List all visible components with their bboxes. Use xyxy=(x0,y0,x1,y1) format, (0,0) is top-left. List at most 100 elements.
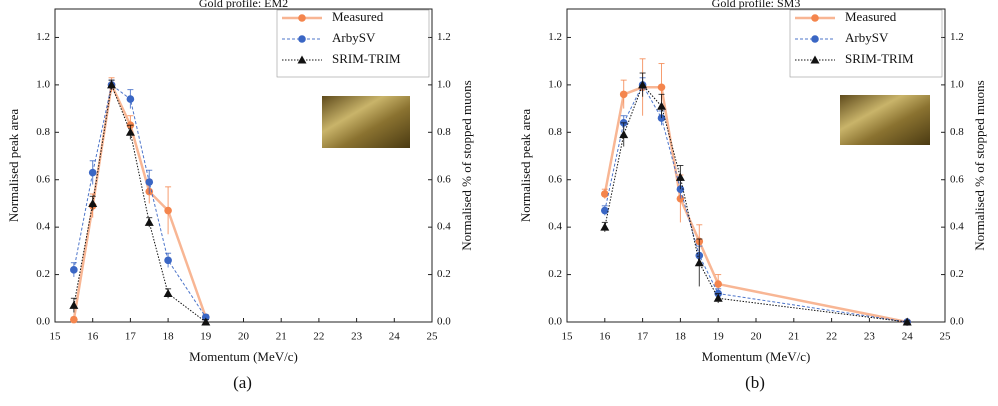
x-tick-label: 21 xyxy=(788,331,799,343)
x-tick-label: 16 xyxy=(87,331,99,343)
x-tick-label: 18 xyxy=(163,331,175,343)
y2-tick-label: 0.6 xyxy=(950,173,964,185)
x-tick-label: 25 xyxy=(940,331,952,343)
caption: (a) xyxy=(233,373,252,392)
x-axis-title: Momentum (MeV/c) xyxy=(189,349,298,364)
y-tick-label: 0.2 xyxy=(548,268,562,280)
data-point xyxy=(657,101,666,110)
x-tick-label: 23 xyxy=(864,331,876,343)
sample-photo xyxy=(322,96,410,148)
legend-marker xyxy=(298,14,306,22)
data-point xyxy=(601,190,609,198)
x-tick-label: 19 xyxy=(713,331,725,343)
y-tick-label: 1.2 xyxy=(36,31,50,43)
y2-tick-label: 0.4 xyxy=(950,221,964,233)
panel: Gold profile: EM2 15 16 17 18 19 20 21 22 23 24 25 0… xyxy=(6,0,474,392)
legend-label: Measured xyxy=(845,9,897,24)
x-tick-label: 16 xyxy=(599,331,611,343)
x-tick-label: 21 xyxy=(276,331,287,343)
x-tick-label: 22 xyxy=(826,331,837,343)
y2-tick-label: 0.0 xyxy=(950,316,964,328)
y2-axis-title: Normalised % of stopped muons xyxy=(972,80,987,250)
y2-tick-label: 0.8 xyxy=(950,126,964,138)
y-tick-label: 0.6 xyxy=(36,173,50,185)
y2-tick-label: 1.0 xyxy=(437,78,451,90)
data-point xyxy=(902,317,912,326)
legend-marker xyxy=(298,35,306,43)
y2-tick-label: 0.6 xyxy=(437,173,451,185)
y-tick-label: 0.0 xyxy=(36,316,50,328)
legend-marker xyxy=(811,14,819,22)
data-point xyxy=(163,289,173,298)
data-point xyxy=(125,127,135,136)
sample-photo xyxy=(840,95,930,145)
series-line xyxy=(604,83,908,323)
legend-marker xyxy=(297,55,307,64)
y-tick-label: 1.2 xyxy=(548,31,562,43)
x-tick-label: 18 xyxy=(675,331,687,343)
data-point xyxy=(88,168,97,177)
data-point xyxy=(713,293,723,302)
data-point xyxy=(638,80,648,89)
data-point xyxy=(619,90,628,99)
y-tick-label: 0.4 xyxy=(548,221,562,233)
y-axis-title: Normalised peak area xyxy=(6,109,21,223)
x-tick-label: 24 xyxy=(389,331,401,343)
legend-box xyxy=(276,9,430,78)
data-point xyxy=(69,300,79,309)
data-point xyxy=(144,217,154,226)
legend-label: ArbySV xyxy=(845,30,889,45)
y2-tick-label: 1.2 xyxy=(437,31,451,43)
data-point xyxy=(619,130,629,139)
y2-axis-title: Normalised % of stopped muons xyxy=(459,80,474,250)
data-point xyxy=(601,206,609,215)
data-point xyxy=(164,206,172,215)
x-tick-label: 19 xyxy=(200,331,212,343)
data-point xyxy=(126,95,135,103)
x-tick-label: 25 xyxy=(427,331,439,343)
y2-tick-label: 0.2 xyxy=(437,268,451,280)
data-point xyxy=(70,315,78,324)
data-point xyxy=(694,258,704,267)
y2-tick-label: 0.0 xyxy=(437,316,451,328)
caption: (b) xyxy=(745,373,765,392)
y-tick-label: 0.8 xyxy=(36,126,50,138)
legend-marker xyxy=(811,35,819,43)
data-point xyxy=(145,178,154,186)
y-tick-label: 0.6 xyxy=(548,173,562,185)
data-point xyxy=(675,172,685,181)
chart-title: Gold profile: SM3 xyxy=(712,0,801,10)
y-tick-label: 1.0 xyxy=(548,78,562,90)
legend-box xyxy=(789,9,943,78)
legend-label: SRIM-TRIM xyxy=(845,51,914,66)
legend-marker xyxy=(810,55,820,64)
data-point xyxy=(70,266,78,274)
x-tick-label: 22 xyxy=(313,331,324,343)
data-point xyxy=(657,83,666,92)
data-point xyxy=(201,317,211,326)
x-tick-label: 17 xyxy=(637,331,649,343)
y2-tick-label: 1.0 xyxy=(950,78,964,90)
legend-label: ArbySV xyxy=(332,30,376,45)
x-tick-label: 24 xyxy=(902,331,914,343)
x-tick-label: 20 xyxy=(238,331,250,343)
x-tick-label: 15 xyxy=(50,331,62,343)
y2-tick-label: 1.2 xyxy=(950,31,964,43)
y-tick-label: 0.8 xyxy=(548,126,562,138)
x-axis-title: Momentum (MeV/c) xyxy=(702,349,811,364)
series-line xyxy=(604,83,908,323)
y2-tick-label: 0.8 xyxy=(437,126,451,138)
panel: Gold profile: SM3 15 16 17 18 19 20 21 22 23 24 25 0… xyxy=(518,0,987,392)
data-point xyxy=(600,222,610,231)
x-tick-label: 15 xyxy=(562,331,574,343)
y-tick-label: 1.0 xyxy=(36,78,50,90)
data-point xyxy=(714,280,722,288)
legend-label: SRIM-TRIM xyxy=(332,51,401,66)
data-point xyxy=(88,198,98,207)
y-tick-label: 0.4 xyxy=(36,221,50,233)
x-tick-label: 20 xyxy=(751,331,763,343)
x-tick-label: 17 xyxy=(125,331,137,343)
y-tick-label: 0.2 xyxy=(36,268,50,280)
y-axis-title: Normalised peak area xyxy=(518,109,533,223)
